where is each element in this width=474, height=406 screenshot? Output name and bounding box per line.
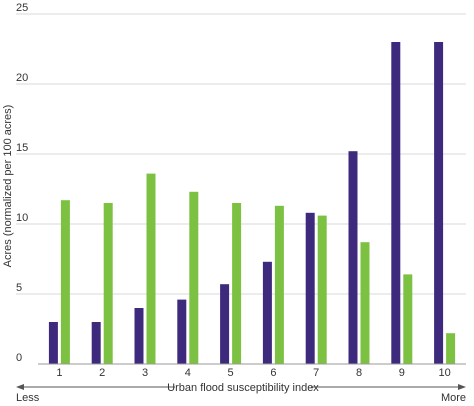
y-axis-title: Acres (normalized per 100 acres) — [2, 105, 14, 268]
bar-series-2-8 — [360, 242, 370, 364]
bar-series-1-7 — [305, 212, 315, 364]
x-axis-less-label: Less — [16, 392, 40, 404]
bar-series-1-8 — [348, 151, 358, 364]
bar-series-1-3 — [134, 308, 144, 364]
x-tick-label: 5 — [228, 367, 234, 379]
gridlines — [16, 13, 466, 295]
bar-series-2-3 — [146, 173, 156, 364]
bar-series-1-10 — [434, 42, 444, 364]
arrow-right-icon — [458, 384, 466, 390]
x-tick-label: 3 — [142, 367, 148, 379]
bar-series-1-6 — [262, 261, 272, 364]
y-tick-label: 10 — [16, 212, 28, 224]
bar-series-1-5 — [220, 284, 230, 364]
bar-series-2-10 — [446, 333, 456, 364]
bars — [48, 42, 456, 364]
bar-series-1-9 — [391, 42, 401, 364]
bar-series-2-4 — [189, 191, 199, 364]
arrow-left-icon — [16, 384, 24, 390]
y-tick-label: 0 — [16, 352, 22, 364]
x-tick-label: 10 — [438, 367, 450, 379]
bar-series-2-6 — [274, 205, 284, 364]
y-tick-labels: 0 5 10 15 20 25 — [16, 2, 28, 364]
x-axis-more-label: More — [441, 392, 466, 404]
bar-series-1-1 — [48, 322, 58, 364]
bar-series-1-2 — [91, 322, 101, 364]
bar-series-2-2 — [103, 203, 113, 364]
bar-series-1-4 — [177, 299, 187, 364]
bar-series-2-9 — [403, 274, 413, 364]
x-tick-label: 9 — [399, 367, 405, 379]
x-tick-label: 8 — [356, 367, 362, 379]
bar-series-2-1 — [60, 200, 70, 364]
x-tick-label: 6 — [270, 367, 276, 379]
x-tick-label: 1 — [56, 367, 62, 379]
y-tick-label: 20 — [16, 72, 28, 84]
y-tick-label: 25 — [16, 2, 28, 14]
x-tick-label: 4 — [185, 367, 191, 379]
x-axis-title: Urban flood susceptibility index — [167, 382, 319, 394]
x-tick-labels: 1 2 3 4 5 6 7 8 9 10 — [56, 367, 450, 379]
y-tick-label: 15 — [16, 142, 28, 154]
bar-series-2-5 — [232, 203, 242, 364]
x-axis-title-backdrop — [175, 380, 311, 394]
bar-series-2-7 — [317, 215, 327, 364]
y-tick-label: 5 — [16, 282, 22, 294]
x-tick-label: 7 — [313, 367, 319, 379]
x-tick-label: 2 — [99, 367, 105, 379]
